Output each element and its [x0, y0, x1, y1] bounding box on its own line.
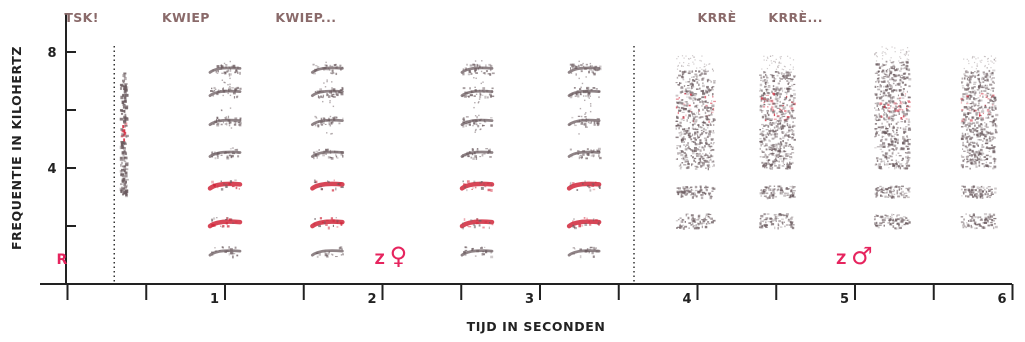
y-tick-label: 4 [47, 162, 56, 177]
call-label: KRRÈ... [768, 10, 823, 25]
y-tick-label: 8 [47, 46, 56, 61]
call-label: TSK! [64, 10, 99, 25]
call-click [119, 72, 129, 198]
x-tick-label: 3 [525, 292, 534, 307]
section-labels: R Z ♀ Z ♂ [56, 242, 872, 270]
call-noise [758, 55, 796, 230]
call-noise [960, 55, 999, 230]
call-labels: TSK! KWIEP KWIEP... KRRÈ KRRÈ... [64, 10, 823, 25]
call-harmonic [207, 60, 243, 259]
y-axis-label: FREQUENTIE IN KILOHERTZ [9, 46, 24, 250]
x-tick-label: 1 [210, 292, 219, 307]
spectrogram-traces [119, 46, 999, 259]
call-label: KWIEP [162, 10, 210, 25]
x-tick-label: 2 [367, 292, 376, 307]
call-harmonic [566, 60, 602, 259]
section-label: Z ♂ [836, 242, 873, 270]
call-harmonic [459, 60, 495, 259]
separator-lines [113, 46, 635, 282]
call-label: KRRÈ [698, 10, 737, 25]
call-noise [675, 55, 716, 230]
section-label: Z ♀ [375, 242, 408, 270]
x-tick-label: 4 [682, 292, 691, 307]
call-harmonic [310, 61, 345, 258]
section-label: R [56, 252, 67, 268]
x-tick-label: 6 [997, 292, 1006, 307]
call-label: KWIEP... [275, 10, 336, 25]
x-tick-label: 5 [840, 292, 849, 307]
call-noise [873, 46, 912, 230]
x-axis-label: TIJD IN SECONDEN [467, 319, 606, 334]
